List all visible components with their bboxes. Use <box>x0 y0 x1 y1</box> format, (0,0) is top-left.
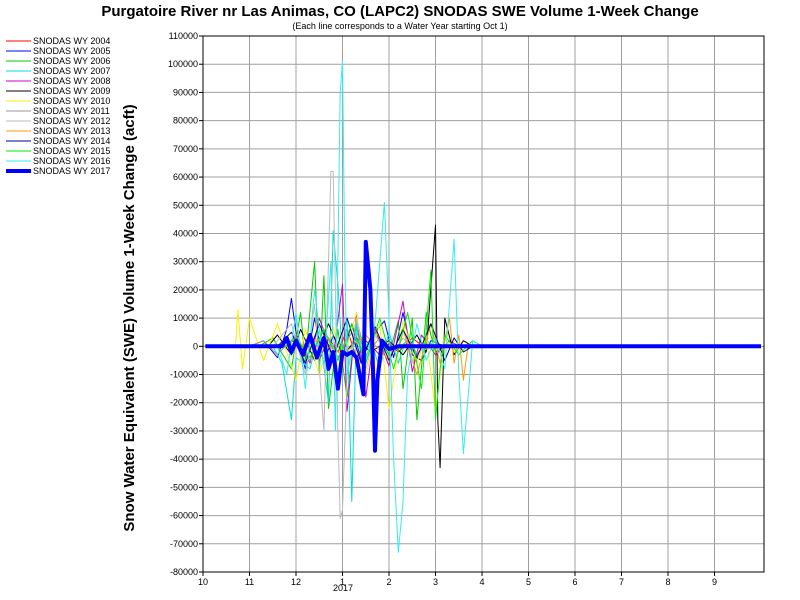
series-line-snodas-wy-2017 <box>205 239 761 453</box>
y-tick-label: 0 <box>193 341 198 351</box>
legend-label: SNODAS WY 2005 <box>33 46 110 56</box>
x-tick-label: 12 <box>291 577 301 587</box>
legend-item: SNODAS WY 2008 <box>6 76 110 86</box>
legend-item: SNODAS WY 2006 <box>6 56 110 66</box>
y-tick-label: -50000 <box>170 482 198 492</box>
y-axis-label: Snow Water Equivalent (SWE) Volume 1-Wee… <box>121 104 138 531</box>
y-tick-label: -10000 <box>170 370 198 380</box>
x-tick-label: 10 <box>198 577 208 587</box>
y-tick-label: 20000 <box>173 285 198 295</box>
y-tick-label: 100000 <box>168 59 198 69</box>
y-tick-label: -20000 <box>170 398 198 408</box>
x-tick-label: 9 <box>712 577 717 587</box>
y-tick-label: -70000 <box>170 539 198 549</box>
legend-item: SNODAS WY 2005 <box>6 46 110 56</box>
legend-item: SNODAS WY 2017 <box>6 166 110 176</box>
x-tick-label: 3 <box>433 577 438 587</box>
x-tick-label: 1 <box>340 577 345 587</box>
y-tick-label: 70000 <box>173 144 198 154</box>
x-axis-ticks: 10 11 12 1 2 3 4 5 6 7 8 9 <box>198 572 717 587</box>
legend-item: SNODAS WY 2012 <box>6 116 110 126</box>
series-lines <box>205 60 761 553</box>
legend-item: SNODAS WY 2007 <box>6 66 110 76</box>
x-tick-label: 8 <box>665 577 670 587</box>
y-axis-ticks: 1100001000009000080000700006000050000400… <box>168 31 203 577</box>
legend-label: SNODAS WY 2016 <box>33 156 110 166</box>
legend-label: SNODAS WY 2015 <box>33 146 110 156</box>
legend-label: SNODAS WY 2009 <box>33 86 110 96</box>
legend-label: SNODAS WY 2013 <box>33 126 110 136</box>
x-year-label: 2017 <box>333 583 353 593</box>
legend-item: SNODAS WY 2015 <box>6 146 110 156</box>
legend-label: SNODAS WY 2010 <box>33 96 110 106</box>
legend-item: SNODAS WY 2014 <box>6 136 110 146</box>
legend-label: SNODAS WY 2006 <box>33 56 110 66</box>
legend-item: SNODAS WY 2010 <box>6 96 110 106</box>
legend-label: SNODAS WY 2017 <box>33 166 110 176</box>
legend-label: SNODAS WY 2007 <box>33 66 110 76</box>
legend-label: SNODAS WY 2008 <box>33 76 110 86</box>
chart-title: Purgatoire River nr Las Animas, CO (LAPC… <box>101 3 698 20</box>
legend-label: SNODAS WY 2014 <box>33 136 110 146</box>
x-tick-label: 4 <box>479 577 484 587</box>
y-tick-label: 110000 <box>169 31 198 41</box>
y-tick-label: 80000 <box>173 116 198 126</box>
legend-item: SNODAS WY 2016 <box>6 156 110 166</box>
y-tick-label: 60000 <box>173 172 198 182</box>
plot-area <box>202 35 765 573</box>
legend-item: SNODAS WY 2013 <box>6 126 110 136</box>
legend-item: SNODAS WY 2011 <box>6 106 110 116</box>
y-tick-label: -40000 <box>170 454 198 464</box>
x-tick-label: 5 <box>526 577 531 587</box>
legend-label: SNODAS WY 2011 <box>33 106 110 116</box>
y-tick-label: 40000 <box>173 228 198 238</box>
plot-frame <box>202 35 765 573</box>
legend-item: SNODAS WY 2009 <box>6 86 110 96</box>
y-tick-label: -30000 <box>170 426 198 436</box>
y-tick-label: -60000 <box>170 511 198 521</box>
x-tick-label: 7 <box>619 577 624 587</box>
y-tick-label: 50000 <box>173 200 198 210</box>
y-tick-label: 90000 <box>173 87 198 97</box>
x-tick-label: 2 <box>386 577 391 587</box>
y-tick-label: 10000 <box>173 313 198 323</box>
y-tick-label: -80000 <box>170 567 198 577</box>
legend-label: SNODAS WY 2012 <box>33 116 110 126</box>
chart-subtitle: (Each line corresponds to a Water Year s… <box>292 21 507 31</box>
legend-item: SNODAS WY 2004 <box>6 36 110 46</box>
legend-label: SNODAS WY 2004 <box>33 36 110 46</box>
y-tick-label: 30000 <box>173 257 198 267</box>
x-tick-label: 6 <box>572 577 577 587</box>
x-tick-label: 11 <box>245 577 254 587</box>
